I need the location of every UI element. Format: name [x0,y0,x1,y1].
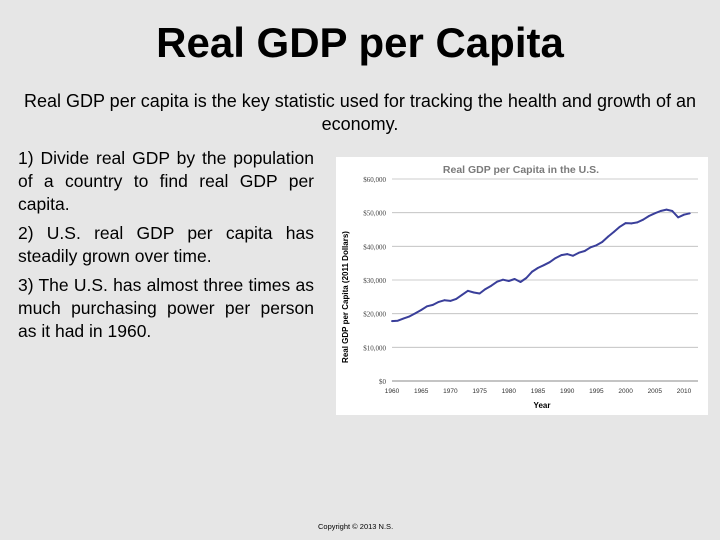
data-point [507,280,510,282]
data-point [665,208,668,211]
x-tick-label: 2005 [648,388,663,395]
data-point [472,291,475,294]
chart-frame: Real GDP per Capita in the U.S. Real GDP… [336,157,708,415]
y-tick-label: $50,000 [363,210,386,218]
data-point [630,222,633,225]
x-tick-label: 1975 [472,388,487,395]
data-point [426,305,428,308]
data-point [449,299,452,302]
data-point [525,277,528,279]
chart-title: Real GDP per Capita in the U.S. [443,164,599,176]
data-point [577,251,580,254]
x-tick-label: 1970 [443,388,458,395]
data-point [688,212,691,215]
y-tick-label: $20,000 [363,311,386,319]
slide-subtitle: Real GDP per capita is the key statistic… [23,91,697,134]
data-point [642,218,645,221]
data-point [683,213,685,216]
y-tick-label: $40,000 [363,243,386,251]
data-point [618,225,621,228]
x-axis-label: Year [534,401,551,410]
data-point [624,222,627,225]
x-tick-label: 2010 [677,388,692,395]
slide-title: Real GDP per Capita [156,19,564,66]
data-point [648,215,650,217]
y-tick-label: $60,000 [363,176,386,184]
copyright-notice: Copyright © 2013 N.S. [318,522,394,531]
data-point [519,281,522,283]
data-point [566,253,569,255]
data-point [455,297,458,300]
data-point [408,315,411,318]
data-point [513,278,516,280]
data-point [391,320,393,322]
data-point [653,212,656,215]
data-point [554,257,557,260]
data-point [478,292,481,295]
x-tick-label: 1995 [589,388,604,395]
data-point [583,250,586,252]
x-tick-label: 2000 [618,388,633,395]
data-point [613,230,615,233]
x-tick-label: 1980 [502,388,517,395]
x-tick-label: 1960 [385,388,400,395]
x-tick-label: 1985 [531,388,546,395]
gdp-line-chart: Real GDP per Capita in the U.S. Real GDP… [341,164,698,410]
data-point [572,254,574,257]
data-point [589,246,592,249]
data-point [502,278,504,281]
x-tick-label: 1990 [560,388,575,395]
data-point [601,241,604,243]
data-point [396,319,399,322]
data-point [659,210,662,212]
gdp-series-line [391,208,691,323]
data-point [402,317,405,320]
data-point [560,254,563,256]
y-tick-label: $10,000 [363,344,386,352]
point-divide: 1) Divide real GDP by the population of … [18,148,314,214]
data-point [461,293,463,296]
data-point [636,221,639,224]
y-tick-label: $30,000 [363,277,386,285]
data-point [437,300,440,303]
data-point [677,216,680,219]
data-point [671,210,674,212]
x-tick-label: 1965 [414,388,429,395]
data-point [443,299,446,302]
data-point [490,284,493,287]
data-point [537,266,539,269]
data-point [542,264,545,267]
data-point [484,288,487,290]
point-growth: 2) U.S. real GDP per capita has steadily… [18,223,314,266]
point-purchasing-power: 3) The U.S. has almost three times as mu… [18,275,314,341]
data-point [595,244,598,247]
data-point [467,289,469,292]
data-point [531,270,534,273]
bullet-points: 1) Divide real GDP by the population of … [18,147,314,349]
data-point [496,280,499,283]
y-tick-label: $0 [379,378,387,386]
data-point [420,309,423,311]
data-point [607,235,609,238]
data-point [414,312,417,315]
data-point [431,304,434,306]
data-point [548,261,551,264]
y-axis-label: Real GDP per Capita (2011 Dollars) [341,231,350,363]
